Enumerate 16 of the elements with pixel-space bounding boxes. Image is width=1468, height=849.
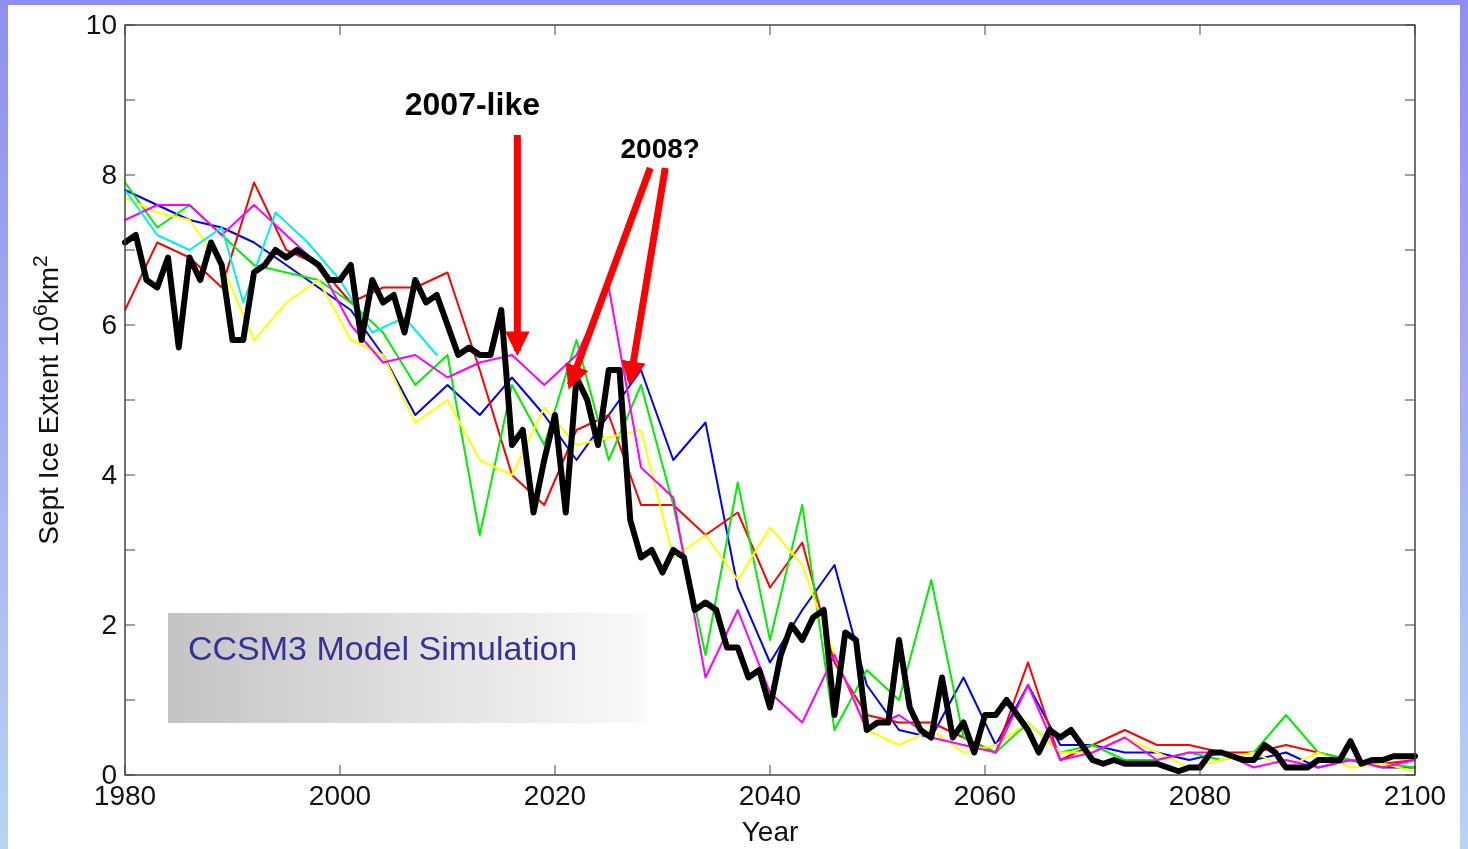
y-tick-label: 4 bbox=[101, 459, 117, 490]
line-series bbox=[124, 189, 438, 356]
x-tick-label: 2040 bbox=[738, 780, 802, 811]
y-tick-label: 2 bbox=[101, 609, 117, 640]
x-tick-label: 2000 bbox=[308, 780, 372, 811]
y-tick-label: 10 bbox=[85, 9, 117, 40]
annotation: 2007-like bbox=[404, 86, 540, 122]
y-tick-label: 6 bbox=[101, 309, 117, 340]
x-tick-label: 2100 bbox=[1383, 780, 1447, 811]
x-axis-title: Year bbox=[741, 816, 799, 847]
annotation: 2008? bbox=[620, 133, 700, 164]
x-tick-label: 2020 bbox=[523, 780, 587, 811]
annotation: CCSM3 Model Simulation bbox=[188, 629, 578, 667]
x-tick-label: 2060 bbox=[953, 780, 1017, 811]
y-tick-label: 8 bbox=[101, 159, 117, 190]
x-tick-label: 2080 bbox=[1168, 780, 1232, 811]
